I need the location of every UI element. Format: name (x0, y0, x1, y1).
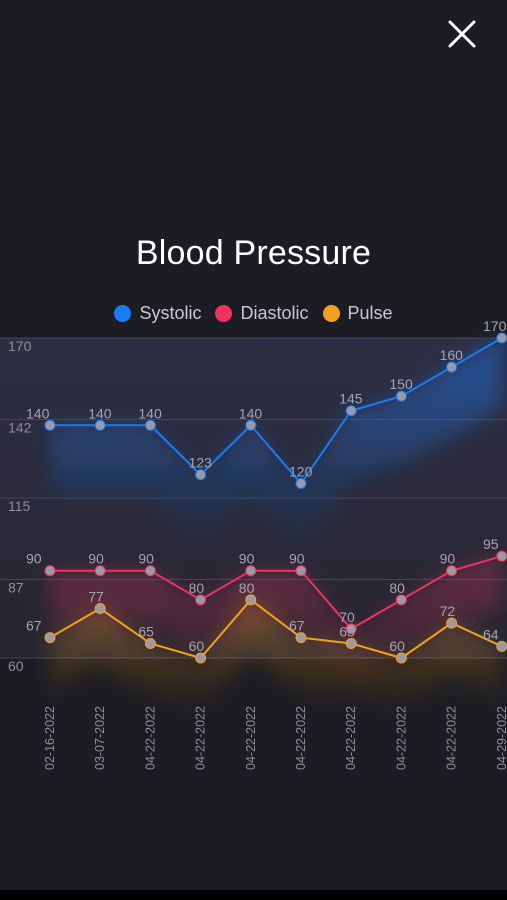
series-line-systolic (50, 337, 503, 485)
data-point-pulse (44, 632, 56, 644)
x-tick-label: 04-29-2022 (495, 706, 507, 770)
data-label-systolic: 123 (189, 455, 213, 471)
data-label-diastolic: 80 (389, 580, 405, 596)
data-point-pulse (195, 652, 207, 664)
data-point-pulse (345, 637, 357, 649)
data-label-diastolic: 90 (239, 551, 255, 567)
data-label-pulse: 67 (26, 618, 42, 634)
y-tick-label: 170 (8, 338, 32, 354)
data-point-diastolic (94, 565, 106, 577)
data-point-systolic (345, 405, 357, 417)
x-tick-label: 04-22-2022 (344, 706, 358, 770)
data-point-systolic (395, 390, 407, 402)
data-point-pulse (295, 632, 307, 644)
legend-label-diastolic: Diastolic (240, 303, 309, 323)
data-point-systolic (94, 419, 106, 431)
data-point-systolic (245, 419, 257, 431)
data-label-pulse: 77 (88, 589, 104, 605)
data-label-systolic: 140 (26, 405, 50, 421)
data-point-pulse (395, 652, 407, 664)
data-label-diastolic: 80 (189, 580, 205, 596)
x-tick-label: 04-22-2022 (294, 706, 308, 770)
y-tick-label: 87 (8, 579, 24, 595)
x-tick-label: 04-22-2022 (244, 706, 258, 770)
data-point-diastolic (395, 594, 407, 606)
data-label-diastolic: 70 (339, 609, 355, 625)
x-tick-label: 02-16-2022 (43, 706, 57, 770)
legend-swatch-systolic (114, 305, 132, 322)
data-point-pulse (245, 594, 257, 606)
chart-title: Blood Pressure (135, 234, 372, 272)
data-label-diastolic: 90 (26, 551, 42, 567)
series-line-diastolic (50, 555, 503, 630)
chart-legend: Systolic Diastolic Pulse (0, 303, 507, 324)
data-label-systolic: 150 (389, 376, 413, 392)
data-label-pulse: 65 (339, 623, 355, 639)
data-point-pulse (94, 603, 106, 615)
data-label-pulse: 72 (440, 603, 456, 619)
y-tick-label: 115 (8, 498, 31, 514)
x-tick-label: 03-07-2022 (93, 706, 107, 770)
data-label-diastolic: 95 (483, 536, 499, 552)
series-glow-systolic (50, 338, 502, 554)
legend-item-diastolic[interactable]: Diastolic (215, 303, 309, 324)
x-tick-label: 04-22-2022 (143, 706, 157, 770)
data-label-diastolic: 90 (138, 551, 154, 567)
legend-item-pulse[interactable]: Pulse (322, 303, 393, 324)
data-point-systolic (446, 361, 458, 373)
data-point-systolic (496, 332, 507, 344)
legend-swatch-pulse (322, 305, 340, 322)
data-point-diastolic (44, 565, 56, 577)
data-label-systolic: 140 (138, 405, 162, 421)
x-tick-label: 04-22-2022 (194, 706, 208, 770)
data-point-systolic (295, 477, 307, 489)
data-label-diastolic: 90 (289, 551, 305, 567)
data-label-pulse: 60 (189, 638, 205, 654)
data-point-diastolic (195, 594, 207, 606)
legend-item-systolic[interactable]: Systolic (114, 303, 201, 324)
data-point-pulse (144, 637, 156, 649)
data-point-diastolic (345, 623, 357, 635)
data-label-pulse: 60 (389, 638, 405, 654)
x-tick-label: 04-22-2022 (445, 706, 459, 770)
data-point-diastolic (446, 565, 458, 577)
bottom-bar (0, 890, 507, 900)
data-point-pulse (496, 640, 507, 652)
data-label-systolic: 140 (239, 405, 263, 421)
legend-swatch-diastolic (215, 305, 233, 322)
y-tick-label: 60 (8, 658, 24, 674)
data-point-diastolic (245, 565, 257, 577)
data-label-pulse: 65 (138, 623, 154, 639)
data-label-systolic: 170 (483, 318, 507, 334)
y-tick-label: 142 (8, 419, 32, 435)
close-icon (448, 20, 476, 48)
data-label-systolic: 145 (339, 391, 363, 407)
data-point-systolic (44, 419, 56, 431)
data-label-systolic: 160 (440, 347, 464, 363)
data-point-diastolic (295, 565, 307, 577)
data-label-pulse: 64 (483, 626, 499, 642)
x-tick-label: 04-22-2022 (394, 706, 408, 770)
data-point-diastolic (496, 550, 507, 562)
data-point-systolic (195, 469, 207, 481)
data-label-pulse: 80 (239, 580, 255, 596)
data-label-systolic: 140 (88, 405, 112, 421)
close-button[interactable] (440, 14, 484, 54)
data-label-systolic: 120 (289, 463, 313, 479)
data-point-diastolic (144, 565, 156, 577)
data-label-pulse: 67 (289, 618, 305, 634)
data-label-diastolic: 90 (88, 551, 104, 567)
legend-label-pulse: Pulse (347, 303, 393, 323)
series-line-pulse (49, 598, 503, 659)
data-point-systolic (144, 419, 156, 431)
series-glow-pulse (50, 599, 502, 713)
data-label-diastolic: 90 (440, 551, 456, 567)
legend-label-systolic: Systolic (139, 303, 202, 323)
data-point-pulse (446, 617, 458, 629)
